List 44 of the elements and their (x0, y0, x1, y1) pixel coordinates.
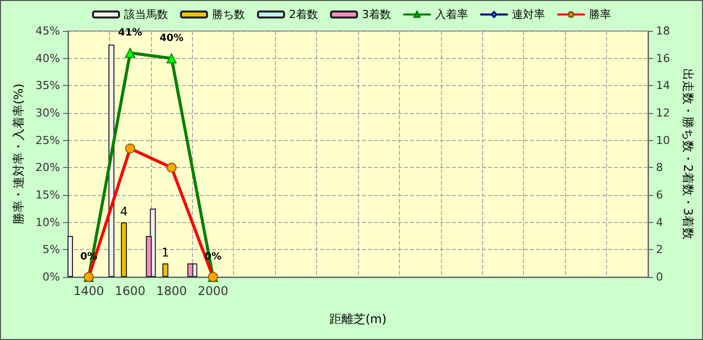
y-tick-label: 40% (36, 52, 60, 65)
bar (120, 222, 127, 277)
y2-tick-label: 2 (656, 243, 663, 256)
y2-tick-label: 0 (656, 270, 663, 284)
legend-label: 2着数 (289, 8, 318, 21)
bar (162, 263, 168, 277)
bar (187, 263, 194, 277)
data-label: 1 (162, 245, 170, 260)
y2-tick-label: 10 (656, 134, 670, 147)
data-label: 40% (160, 32, 184, 44)
legend-label: 3着数 (362, 8, 391, 21)
y-tick-label: 20% (36, 161, 60, 174)
y2-axis-title: 出走数・勝ち数・2着数・3着数 (681, 68, 695, 240)
y2-tick-label: 14 (656, 79, 670, 92)
y-tick-label: 0% (42, 270, 60, 284)
legend-label: 該当馬数 (124, 8, 168, 21)
y-tick-label: 45% (36, 24, 60, 38)
y-tick-label: 5% (42, 243, 60, 256)
x-tick-label: 1800 (156, 284, 187, 298)
data-label: 41% (118, 27, 142, 38)
y-tick-label: 30% (36, 106, 60, 120)
x-tick-label: 2000 (198, 284, 228, 298)
x-tick-label: 1600 (114, 284, 146, 298)
legend-label: 入着率 (435, 8, 468, 21)
point (125, 48, 136, 58)
y2-tick-label: 16 (656, 52, 670, 65)
data-label: 4 (120, 204, 128, 218)
y2-tick-label: 18 (656, 24, 670, 38)
legend-label: 勝率 (589, 8, 611, 21)
y-axis-title: 勝率・連対率・入着率(%) (12, 84, 26, 224)
y2-tick-label: 12 (656, 106, 670, 120)
point (166, 53, 177, 64)
bar (68, 236, 73, 277)
y-tick-label: 35% (36, 79, 60, 92)
legend-label: 連対率 (512, 8, 545, 21)
y-tick-label: 15% (36, 188, 60, 202)
y2-tick-label: 8 (656, 161, 663, 174)
y-tick-label: 25% (36, 134, 60, 147)
y-tick-label: 10% (36, 216, 60, 229)
x-axis-title: 距離芝(m) (329, 312, 387, 326)
y2-tick-label: 6 (656, 188, 663, 202)
legend-label: 勝ち数 (212, 8, 245, 21)
y2-tick-label: 4 (656, 216, 663, 229)
x-tick-label: 1400 (73, 284, 104, 298)
